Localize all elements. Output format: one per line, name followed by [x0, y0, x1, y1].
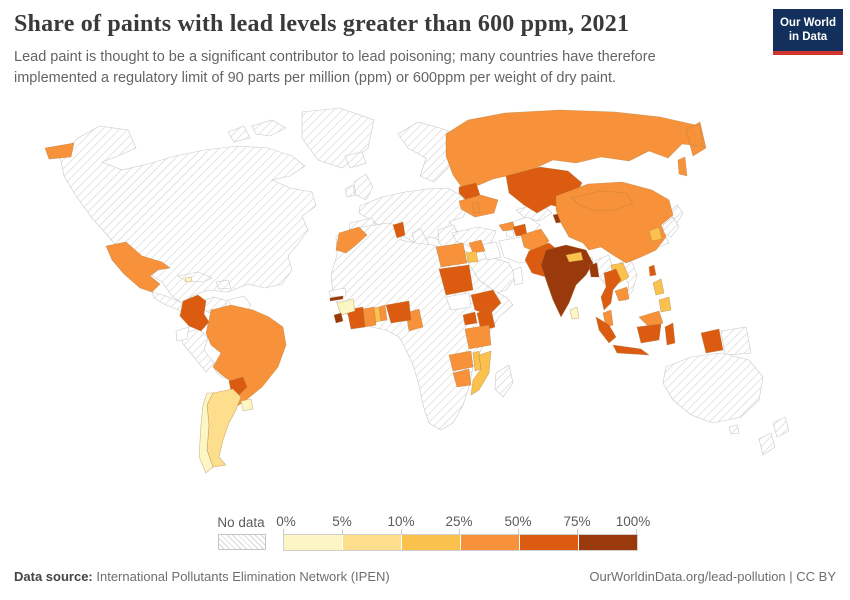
subtitle-line-1: Lead paint is thought to be a significan…	[14, 48, 656, 65]
country-india[interactable]	[540, 244, 594, 318]
country-ecuador[interactable]	[175, 326, 190, 342]
legend-tick-label: 0%	[276, 514, 296, 529]
country-sierra-leone[interactable]	[333, 312, 344, 324]
country-malaysia[interactable]	[602, 309, 664, 328]
footer: Data source: International Pollutants El…	[14, 569, 836, 584]
legend-tick-label: 10%	[387, 514, 415, 529]
country-mozambique[interactable]	[470, 350, 492, 396]
legend-swatch-0-5[interactable]	[284, 535, 343, 550]
country-sudan[interactable]	[438, 264, 474, 296]
country-gambia[interactable]	[329, 295, 344, 302]
country-united-kingdom[interactable]	[353, 173, 374, 201]
country-philippines[interactable]	[652, 278, 672, 313]
no-data-swatch[interactable]	[218, 534, 266, 550]
country-morocco[interactable]	[335, 226, 368, 254]
country-tasmania[interactable]	[728, 424, 740, 435]
owid-logo-line2: in Data	[788, 31, 828, 43]
country-indonesia[interactable]	[595, 316, 724, 356]
country-cambodia[interactable]	[614, 286, 630, 302]
subtitle-line-2: implemented a regulatory limit of 90 par…	[14, 69, 617, 86]
country-thailand[interactable]	[600, 268, 622, 311]
data-source-label: Data source:	[14, 569, 93, 584]
country-new-zealand[interactable]	[758, 416, 790, 456]
legend-tick-label: 50%	[504, 514, 532, 529]
country-egypt[interactable]	[435, 242, 468, 268]
country-guinea[interactable]	[336, 298, 356, 316]
country-taiwan[interactable]	[648, 264, 657, 277]
country-sri-lanka[interactable]	[569, 306, 580, 320]
country-senegal[interactable]	[328, 287, 347, 298]
country-iceland[interactable]	[344, 151, 367, 169]
legend-tick-label: 75%	[563, 514, 591, 529]
legend-swatch-10-25[interactable]	[402, 535, 461, 550]
country-hispaniola[interactable]	[215, 279, 232, 290]
country-iraq[interactable]	[480, 241, 502, 261]
country-zimbabwe[interactable]	[452, 368, 472, 388]
data-source: Data source: International Pollutants El…	[14, 569, 390, 584]
country-ethiopia[interactable]	[470, 289, 502, 316]
legend-tick-label: 5%	[332, 514, 352, 529]
owid-logo-line1: Our World	[779, 16, 836, 29]
country-nepal[interactable]	[565, 251, 584, 263]
data-source-value: International Pollutants Elimination Net…	[92, 569, 390, 584]
country-south-korea[interactable]	[648, 226, 663, 242]
country-colombia[interactable]	[179, 294, 210, 332]
country-russia[interactable]	[44, 109, 707, 190]
map-legend: No data 0% 5% 10% 25% 50% 75% 100%	[0, 511, 850, 559]
country-zambia[interactable]	[448, 350, 474, 372]
legend-color-bar[interactable]	[283, 534, 638, 551]
country-tanzania[interactable]	[464, 324, 492, 350]
country-jamaica[interactable]	[184, 276, 193, 283]
owid-logo[interactable]: Our World in Data	[773, 9, 843, 55]
subtitle: Lead paint is thought to be a significan…	[14, 47, 764, 89]
country-oman[interactable]	[512, 266, 524, 286]
header: Share of paints with lead levels greater…	[14, 10, 764, 89]
country-uruguay[interactable]	[240, 398, 254, 412]
country-uganda[interactable]	[462, 311, 478, 326]
world-map	[44, 107, 790, 474]
country-kenya[interactable]	[476, 308, 496, 332]
country-cote-divoire[interactable]	[346, 306, 366, 330]
legend-swatch-50-75[interactable]	[520, 535, 579, 550]
country-south-sudan[interactable]	[445, 292, 472, 311]
country-nigeria[interactable]	[385, 300, 412, 324]
legend-tick-label: 100%	[615, 514, 651, 529]
country-australia[interactable]	[662, 352, 764, 424]
no-data-label: No data	[217, 515, 265, 530]
country-madagascar[interactable]	[494, 364, 514, 398]
country-georgia[interactable]	[498, 221, 516, 232]
country-syria[interactable]	[468, 239, 486, 254]
country-scandinavia[interactable]	[397, 121, 461, 183]
country-tunisia[interactable]	[392, 221, 406, 239]
legend-swatch-5-10[interactable]	[343, 535, 402, 550]
country-argentina[interactable]	[206, 388, 242, 468]
country-bangladesh[interactable]	[588, 262, 600, 278]
country-chile[interactable]	[198, 392, 214, 474]
country-armenia[interactable]	[505, 229, 515, 238]
country-moldova[interactable]	[471, 201, 481, 214]
country-arctic-islands[interactable]	[227, 119, 287, 143]
country-ireland[interactable]	[344, 184, 356, 198]
legend-tick-label: 25%	[445, 514, 473, 529]
legend-swatch-25-50[interactable]	[461, 535, 520, 550]
country-papua-new-guinea[interactable]	[720, 326, 752, 356]
country-mongolia[interactable]	[571, 190, 634, 212]
country-mexico[interactable]	[105, 241, 171, 293]
legend-swatch-75-100[interactable]	[579, 535, 637, 550]
page-title: Share of paints with lead levels greater…	[14, 11, 630, 37]
footer-link[interactable]: OurWorldinData.org/lead-pollution | CC B…	[589, 569, 836, 584]
